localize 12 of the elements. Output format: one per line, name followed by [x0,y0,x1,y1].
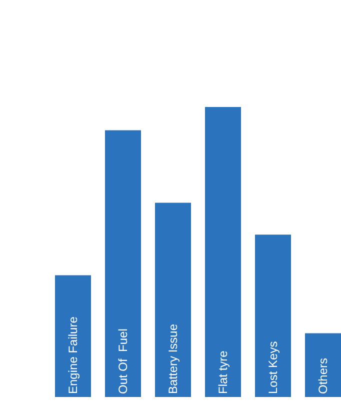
x-tick-label: Others [316,358,330,394]
bar [105,130,141,397]
bar [305,333,341,397]
x-tick-label: Lost Keys [266,341,280,394]
x-tick-label: Battery Issue [166,324,180,394]
bar [55,275,91,397]
bar [155,202,191,397]
x-tick-label: Engine Failure [66,316,80,394]
x-tick-label: Flat tyre [216,350,230,394]
bar [255,234,291,397]
bar [205,107,241,397]
x-tick-label: Out Of Fuel [116,328,130,394]
